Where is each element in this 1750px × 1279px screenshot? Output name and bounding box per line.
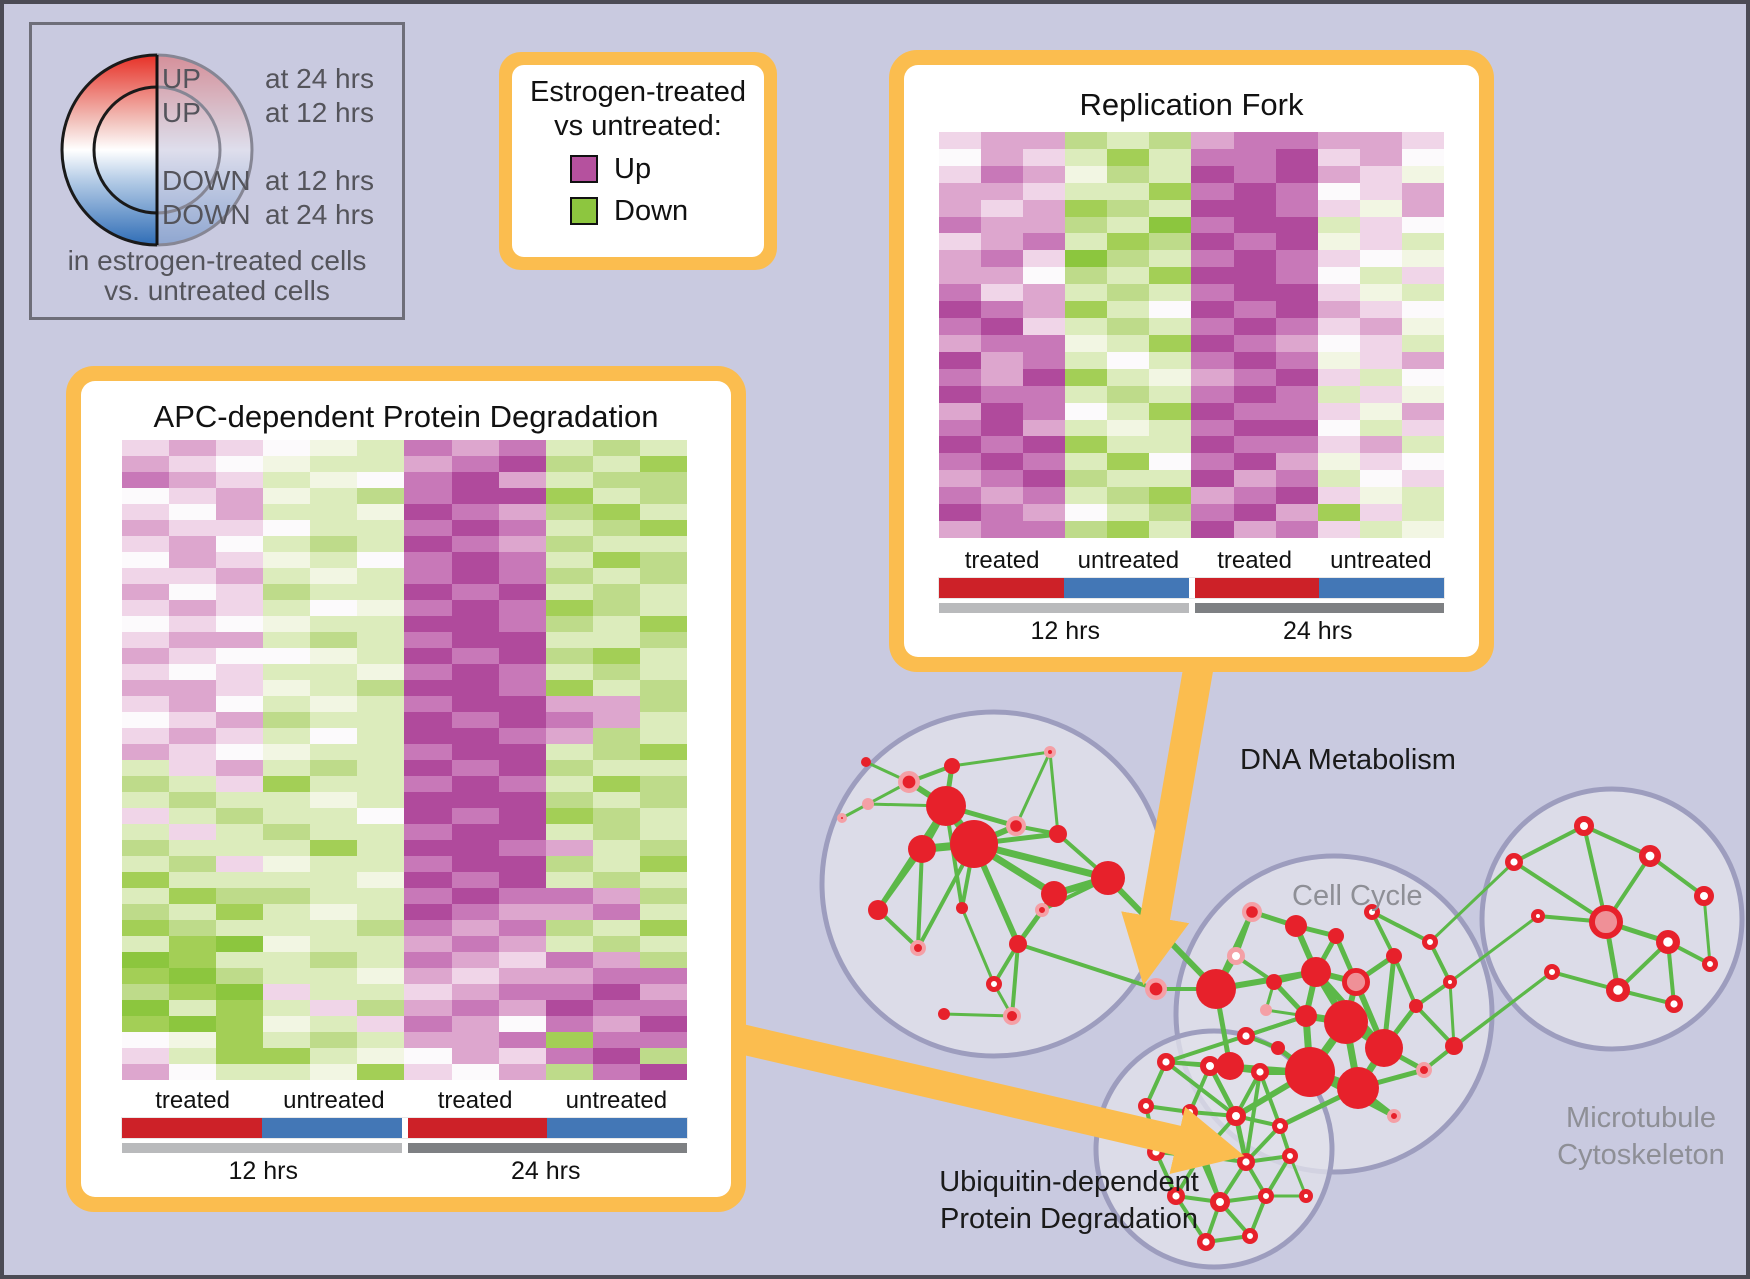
- direction-label: UP: [162, 97, 201, 128]
- up-down-gradient-circle-icon: [60, 25, 282, 275]
- replication-fork-sample-axis: treated untreated treated untreated 12 hrs 24…: [939, 547, 1444, 646]
- time-label: at 12 hrs: [265, 97, 374, 128]
- legend-row-up-24: UP at 24 hrs: [32, 63, 402, 95]
- down-label: Down: [614, 194, 689, 227]
- apc-degradation-panel: APC-dependent Protein Degradation treate…: [66, 366, 746, 1212]
- down-color-swatch: [570, 197, 598, 225]
- cluster-label-microtubule-cytoskeleton: Microtubule Cytoskeleton: [1486, 1100, 1746, 1174]
- legend-caption-line1: in estrogen-treated cells: [67, 245, 367, 276]
- ubiquitin-label-line2: Protein Degradation: [940, 1203, 1198, 1235]
- up-label: Up: [614, 152, 652, 185]
- time-label: at 24 hrs: [265, 199, 374, 230]
- replication-fork-panel: Replication Fork treated untreated treated…: [889, 50, 1494, 672]
- cluster-label-cell-cycle: Cell Cycle: [1292, 880, 1423, 912]
- legend-caption-line2: vs. untreated cells: [104, 275, 330, 306]
- legend-title-line1: Estrogen-treated: [529, 76, 746, 108]
- direction-label: DOWN: [162, 165, 251, 196]
- direction-label: DOWN: [162, 199, 251, 230]
- legend-title-line2: vs untreated:: [554, 110, 722, 142]
- ubiquitin-label-line1: Ubiquitin-dependent: [939, 1166, 1199, 1198]
- apc-degradation-sample-axis: treated untreated treated untreated 12 hrs 24…: [122, 1087, 687, 1186]
- replication-fork-title: Replication Fork: [1079, 87, 1304, 122]
- legend-item-up: Up: [570, 153, 764, 185]
- replication-fork-heatmap: [939, 132, 1444, 538]
- legend-row-up-12: UP at 12 hrs: [32, 97, 402, 129]
- time-label: at 24 hrs: [265, 63, 374, 94]
- microtubule-label-line2: Cytoskeleton: [1557, 1139, 1725, 1171]
- cluster-label-ubiquitin-degradation: Ubiquitin-dependent Protein Degradation: [914, 1164, 1224, 1238]
- legend-row-down-24: DOWN at 24 hrs: [32, 199, 402, 231]
- up-color-swatch: [570, 155, 598, 183]
- direction-label: UP: [162, 63, 201, 94]
- apc-degradation-title: APC-dependent Protein Degradation: [153, 399, 659, 434]
- legend-item-down: Down: [570, 195, 764, 227]
- cluster-label-dna-metabolism: DNA Metabolism: [1240, 744, 1456, 776]
- time-label: at 12 hrs: [265, 165, 374, 196]
- legend-row-down-12: DOWN at 12 hrs: [32, 165, 402, 197]
- ratio-circle-legend: UP at 24 hrs UP at 12 hrs DOWN at 12 hrs…: [29, 22, 405, 320]
- apc-degradation-heatmap: [122, 440, 687, 1080]
- estrogen-updown-legend: Estrogen-treated vs untreated: Up Down: [499, 52, 777, 270]
- microtubule-label-line1: Microtubule: [1566, 1102, 1716, 1134]
